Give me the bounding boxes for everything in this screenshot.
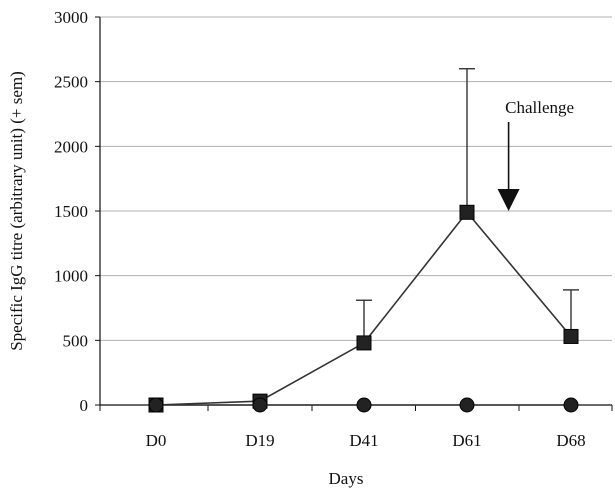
data-point xyxy=(252,397,268,413)
y-tick-label: 2500 xyxy=(54,73,88,92)
y-tick-label: 1000 xyxy=(54,267,88,286)
x-tick-label: D19 xyxy=(245,431,274,450)
axes: 0 500 1000 1500 2000 2500 3000 D0 D19 D41 D61 D68 xyxy=(54,8,613,450)
data-point xyxy=(459,204,475,220)
series-layer xyxy=(148,68,579,413)
grid-lines xyxy=(100,16,612,341)
x-axis-title: Days xyxy=(329,469,364,488)
series-2 xyxy=(148,397,579,413)
y-tick-label: 2000 xyxy=(54,137,88,156)
annotation-layer: Challenge xyxy=(497,98,574,211)
data-point xyxy=(563,397,579,413)
data-point xyxy=(356,335,372,351)
data-point xyxy=(356,397,372,413)
y-tick-label: 0 xyxy=(80,396,89,415)
data-point xyxy=(148,397,164,413)
y-axis-title: Specific IgG titre (arbitrary unit) (+ s… xyxy=(7,71,26,351)
y-tick-label: 3000 xyxy=(54,8,88,27)
x-tick-label: D68 xyxy=(556,431,585,450)
data-point xyxy=(459,397,475,413)
annotation-label: Challenge xyxy=(505,98,574,117)
series-1 xyxy=(148,68,579,413)
y-tick-label: 500 xyxy=(63,331,89,350)
data-point xyxy=(563,328,579,344)
y-tick-label: 1500 xyxy=(54,202,88,221)
x-tick-label: D41 xyxy=(349,431,378,450)
x-tick-label: D61 xyxy=(452,431,481,450)
x-tick-label: D0 xyxy=(146,431,167,450)
annotation-arrow-head xyxy=(497,189,520,211)
